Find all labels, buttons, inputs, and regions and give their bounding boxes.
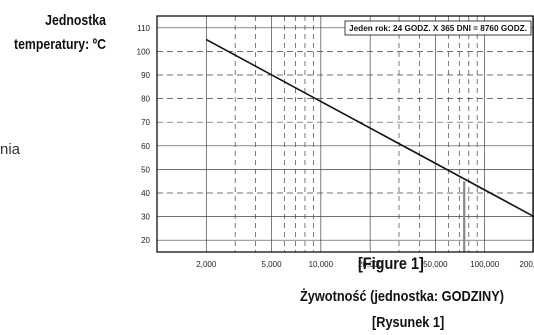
- y-tick-label: 90: [141, 71, 150, 80]
- clipped-text: nia: [0, 141, 21, 158]
- y-axis-label-line2: temperatury: ºC: [14, 36, 106, 53]
- vertical-gridlines: [205, 16, 534, 252]
- y-tick-label: 80: [141, 95, 150, 104]
- annotation-box: [344, 20, 532, 36]
- x-tick-label: 2,000: [196, 260, 217, 269]
- y-tick-label: 100: [137, 47, 151, 56]
- annotation-text: Jeden rok: 24 GODZ. X 365 DNI = 8760 GOD…: [349, 23, 527, 33]
- y-tick-label: 20: [141, 236, 150, 245]
- x-tick-labels: 2,000 5,000 10,000 20,000 50,000 100,000 200,0…: [196, 260, 534, 269]
- x-tick-label: 50,000: [423, 260, 448, 269]
- figure-label: [Rysunek 1]: [372, 314, 445, 331]
- series-line: [205, 38, 534, 218]
- y-tick-label: 30: [141, 213, 150, 222]
- series-layer: [205, 38, 534, 218]
- x-tick-label: 10,000: [309, 260, 334, 269]
- y-tick-label: 70: [141, 118, 150, 127]
- y-tick-label: 60: [141, 142, 150, 151]
- figure-overlay-label: [Figure 1]: [358, 254, 424, 273]
- y-tick-label: 50: [141, 165, 150, 174]
- x-tick-label: 200,000: [520, 260, 534, 269]
- y-axis-label-line1: Jednostka: [45, 12, 106, 29]
- y-tick-labels: 20 30 40 50 60 70 80 90 100 110: [137, 24, 151, 245]
- y-tick-label: 40: [141, 189, 150, 198]
- x-tick-label: 100,000: [470, 260, 499, 269]
- y-tick-label: 110: [137, 24, 150, 33]
- x-tick-label: 5,000: [262, 260, 283, 269]
- x-axis-label: Żywotność (jednostka: GODZINY): [300, 288, 505, 305]
- y-axis-label: Jednostka temperatury: ºC: [14, 9, 106, 57]
- x-tick-label: 20,000: [358, 260, 383, 269]
- plot-frame: [156, 15, 534, 253]
